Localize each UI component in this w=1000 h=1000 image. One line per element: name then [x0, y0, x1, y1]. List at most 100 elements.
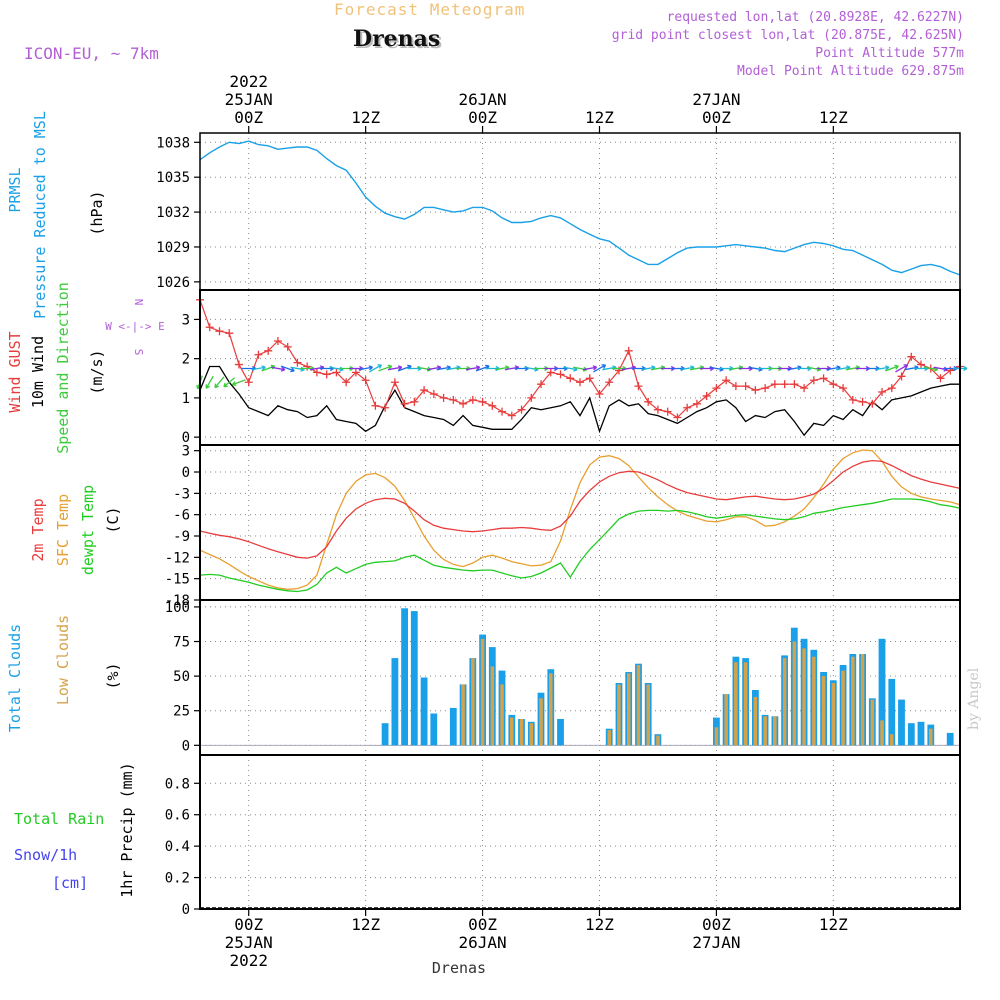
wind-gust-marker: [878, 388, 887, 397]
top-time-label: 00Z: [468, 108, 497, 127]
wind-gust-marker: [234, 360, 243, 369]
low-cloud-bar: [734, 662, 738, 746]
total-cloud-bar: [391, 658, 399, 746]
wind-label-dir: Speed and Direction: [54, 282, 72, 454]
low-cloud-bar: [549, 673, 553, 746]
low-cloud-bar: [529, 723, 533, 746]
low-cloud-bar: [831, 683, 836, 746]
total-cloud-bar: [410, 611, 418, 746]
top-time-label: 00Z: [702, 108, 731, 127]
precip-label-snow: Snow/1h: [14, 846, 77, 864]
wind-gust-marker: [712, 384, 721, 393]
wind-gust-marker: [839, 384, 848, 393]
bottom-time-label: 12Z: [351, 915, 380, 934]
wind-direction-arrow: [582, 365, 598, 371]
wind-label-10m: 10m Wind: [29, 336, 47, 408]
total-cloud-bar: [557, 719, 564, 746]
forecast-title: Forecast Meteogram: [334, 0, 526, 19]
low-cloud-bar: [763, 716, 767, 746]
wind-gust-marker: [546, 368, 555, 377]
bottom-time-label: 00Z: [234, 915, 263, 934]
low-cloud-bar: [510, 717, 514, 746]
wind-gust-marker: [293, 358, 302, 367]
precip-tick-label: 0.8: [165, 776, 190, 792]
wind-gust-marker: [605, 378, 614, 387]
wind-gust-marker: [244, 378, 253, 387]
wind-gust-marker: [322, 370, 331, 379]
low-cloud-bar: [490, 666, 495, 746]
wind-gust-marker: [751, 386, 760, 395]
wind-gust-marker: [332, 368, 341, 377]
low-cloud-bar: [851, 656, 855, 746]
location-title: Drenas: [353, 26, 441, 52]
wind-gust-marker: [449, 395, 458, 404]
compass-west-east: W <-|-> E: [105, 320, 165, 333]
top-time-label: 00Z: [234, 108, 263, 127]
low-cloud-bar: [607, 730, 611, 746]
low-cloud-bar: [539, 698, 543, 746]
pressure-tick-label: 1038: [156, 135, 190, 151]
wind-gust-marker: [780, 380, 789, 389]
precip-tick-label: 0.4: [165, 839, 190, 855]
wind-gust-marker: [381, 403, 390, 412]
pressure-line: [199, 140, 961, 276]
clouds-tick-label: 75: [173, 635, 190, 651]
total-cloud-bar: [946, 732, 954, 746]
wind-direction-arrow: [387, 365, 403, 371]
top-time-label: 26JAN: [458, 90, 506, 109]
wind-gust-marker: [215, 327, 224, 336]
wind-gust-marker: [439, 393, 448, 402]
wind-gust-marker: [809, 376, 818, 385]
model-point-altitude: Model Point Altitude 629.875m: [737, 64, 964, 79]
dewpt-line: [199, 498, 961, 593]
wind-direction-arrow: [270, 366, 286, 372]
low-cloud-bar: [646, 684, 650, 746]
wind-tick-label: 2: [182, 352, 190, 368]
low-cloud-bar: [471, 658, 475, 746]
wind-gust-marker: [634, 382, 643, 391]
precip-tick-label: 0.2: [165, 871, 190, 887]
wind-gust-marker: [468, 395, 477, 404]
wind-tick-label: 3: [182, 312, 190, 328]
wind-direction-arrow: [231, 379, 246, 387]
pressure-tick-label: 1035: [156, 170, 190, 186]
compass-north: N: [132, 299, 145, 306]
wind-direction-arrow: [875, 365, 890, 371]
wind-gust-marker: [653, 405, 662, 414]
wind-gust-marker: [673, 413, 682, 422]
pressure-tick-label: 1032: [156, 205, 190, 221]
wind-gust-marker: [556, 370, 565, 379]
low-cloud-bar: [636, 665, 641, 746]
wind-gust-marker: [907, 352, 916, 361]
wind-gust-marker: [800, 384, 809, 393]
top-time-label: 12Z: [819, 108, 848, 127]
wind-label-units: (m/s): [88, 349, 106, 394]
wind-direction-arrow: [223, 377, 236, 388]
precip-label-cm: [cm]: [52, 874, 88, 892]
total-cloud-bar: [401, 608, 408, 746]
wind-direction-arrow: [280, 365, 295, 373]
wind-direction-arrow: [368, 364, 383, 373]
wind-gust-marker: [644, 397, 653, 406]
wind-gust-marker: [225, 329, 234, 338]
wind-gust-marker: [692, 399, 701, 408]
wind-gust-marker: [312, 368, 321, 377]
low-cloud-bar: [929, 728, 933, 746]
wind-gust-marker: [488, 401, 497, 410]
low-cloud-bar: [841, 670, 845, 746]
temp-label-dewpt: dewpt Temp: [79, 485, 97, 575]
low-cloud-bar: [792, 641, 797, 746]
sfc-temp-line: [199, 449, 961, 590]
temp-label-2m: 2m Temp: [29, 498, 47, 561]
temp-label-units: (C): [104, 506, 122, 533]
wind-gust-marker: [946, 366, 955, 375]
wind-gust-marker: [351, 368, 360, 377]
clouds-tick-label: 100: [165, 600, 190, 616]
temp-tick-label: -12: [165, 550, 190, 566]
compass-south: S: [132, 349, 145, 356]
wind-gust-marker: [819, 374, 828, 383]
wind-gust-marker: [790, 380, 799, 389]
panel-frame: [199, 754, 961, 910]
wind-gust-marker: [585, 374, 594, 383]
wind-gust-marker: [517, 405, 526, 414]
